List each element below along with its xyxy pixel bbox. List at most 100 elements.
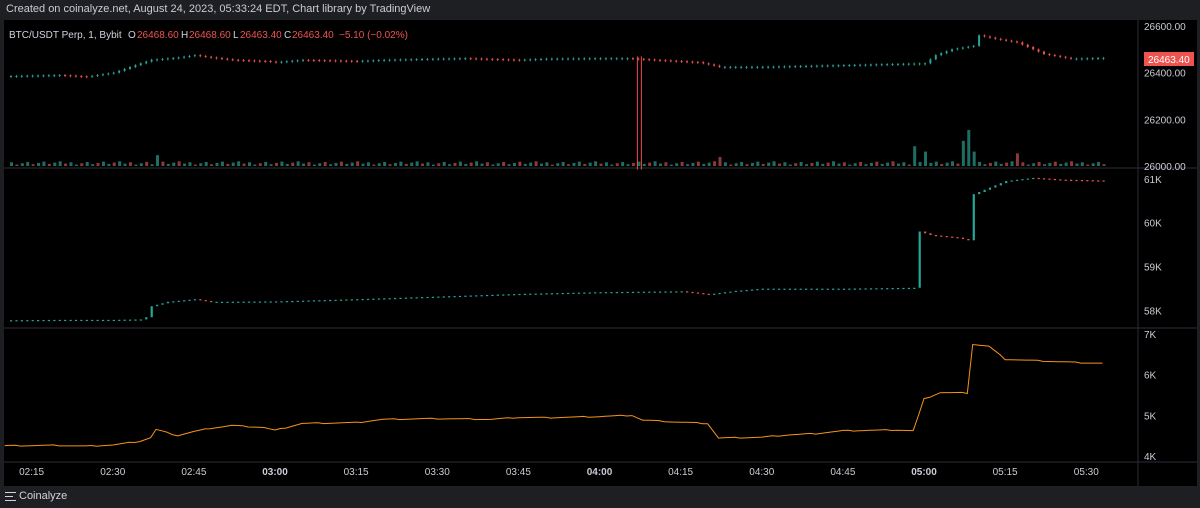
volume-bar — [361, 163, 365, 166]
volume-bar — [924, 151, 927, 166]
oi-candle — [729, 291, 732, 293]
volume-bar — [69, 162, 73, 166]
volume-bar — [264, 161, 268, 166]
oi-candle — [853, 288, 856, 290]
volume-bar — [648, 162, 652, 166]
oi-candle — [220, 301, 224, 303]
x-axis-labels[interactable]: 02:15 02:30 02:45 03:00 03:15 03:30 03:45 04:00… — [19, 467, 1099, 478]
volume-bar — [128, 162, 132, 166]
oi-candle — [64, 319, 67, 322]
oi-candle — [480, 295, 483, 297]
legend-change: −5.10 (−0.02%) — [339, 30, 408, 41]
price-candle — [96, 75, 99, 77]
legend-close: 26463.40 — [292, 30, 334, 41]
price-candle — [886, 64, 889, 66]
oi-candle — [388, 298, 391, 300]
price-candle — [740, 66, 743, 68]
price-candle — [377, 60, 380, 62]
oi-candle — [161, 303, 164, 305]
oi-candle — [285, 301, 289, 303]
volume-bar — [285, 163, 289, 166]
volume-bar — [961, 140, 965, 166]
oi-candle — [280, 301, 283, 303]
price-candle — [561, 58, 564, 60]
price-candle — [642, 58, 645, 60]
volume-bar — [929, 162, 933, 166]
price-candle — [848, 64, 851, 66]
oi-candle — [26, 320, 29, 322]
volume-bar — [534, 161, 538, 166]
volume-bar — [875, 161, 879, 166]
price-candle — [431, 58, 434, 60]
price-candle — [101, 74, 104, 76]
oi-candle — [956, 237, 959, 239]
volume-bar — [702, 163, 706, 166]
price-candle — [631, 58, 634, 60]
oi-candle — [864, 288, 867, 290]
volume-bar — [123, 163, 127, 166]
price-candle — [491, 58, 494, 60]
price-candle — [718, 65, 721, 67]
oi-candle — [1010, 180, 1013, 182]
price-candles — [9, 34, 1105, 170]
volume-bar — [518, 161, 522, 166]
volume-bar — [31, 164, 35, 166]
price-candle — [734, 66, 737, 68]
price-candle — [258, 60, 261, 62]
oi-candle — [1015, 179, 1019, 181]
chart-canvas[interactable]: 26600.00 26400.00 26200.00 26000.00 61K 60K 59… — [4, 20, 1197, 486]
price-candle — [567, 58, 570, 60]
oi-candle — [875, 288, 878, 290]
volume-bar — [1048, 162, 1052, 166]
chart-frame[interactable]: 26600.00 26400.00 26200.00 26000.00 61K 60K 59… — [4, 20, 1197, 486]
oi-candle — [329, 299, 332, 302]
oi-candle — [534, 293, 537, 295]
price-candle — [761, 66, 764, 68]
price-candle — [312, 59, 315, 61]
oi-candle — [307, 300, 310, 302]
price-axis-label: 26200.00 — [1144, 115, 1186, 126]
price-candle — [285, 61, 288, 63]
brand-logo[interactable]: Coinalyze — [5, 490, 67, 502]
oi-candle — [377, 298, 380, 300]
volume-bar — [231, 162, 235, 166]
volume-bar — [464, 163, 468, 166]
volume-bar — [740, 161, 744, 166]
oi-candle — [107, 319, 110, 322]
oi-candle — [604, 292, 608, 294]
volume-bar — [356, 161, 360, 166]
price-candle — [788, 66, 791, 68]
oi-candle — [832, 288, 835, 290]
oi-candle — [880, 288, 883, 290]
volume-bar — [469, 162, 473, 166]
volume-bar — [166, 163, 170, 166]
price-candle — [302, 59, 305, 61]
volume-bar — [193, 164, 197, 166]
oi-candle — [718, 292, 721, 295]
price-candle — [826, 65, 829, 67]
y-axis-labels[interactable]: 26600.00 26400.00 26200.00 26000.00 61K 60K 59… — [1144, 22, 1186, 463]
price-candle — [907, 63, 910, 65]
price-candle — [307, 59, 310, 61]
credit-text: Created on coinalyze.net, August 24, 202… — [6, 3, 431, 15]
oi-candle — [934, 235, 938, 237]
oi-candle — [821, 288, 824, 290]
oi-candle — [323, 300, 326, 302]
volume-bar — [994, 161, 998, 166]
volume-bar — [918, 161, 922, 166]
oi-candle — [334, 299, 337, 301]
volume-bar — [734, 163, 738, 166]
price-candle — [1075, 58, 1078, 60]
volume-bar — [318, 163, 322, 166]
price-candle — [183, 56, 186, 58]
oi-candle — [404, 297, 407, 299]
volume-bar — [161, 161, 165, 166]
price-candle — [215, 57, 218, 59]
x-axis-label: 03:15 — [344, 467, 369, 478]
price-candle — [1026, 44, 1029, 47]
price-candle — [777, 66, 780, 68]
oi-candle — [1026, 178, 1029, 180]
oi-candle — [42, 319, 45, 322]
oi-candle — [583, 292, 586, 294]
oi-candle — [610, 292, 613, 294]
